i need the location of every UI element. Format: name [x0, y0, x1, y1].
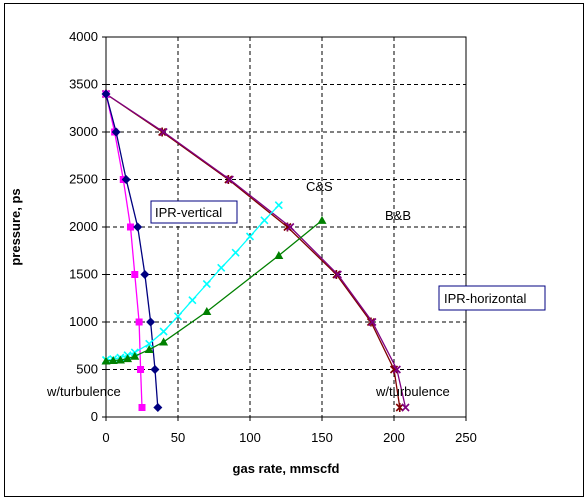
- annotation-turbulence-left: w/turbulence: [46, 384, 121, 399]
- x-marker: [188, 296, 197, 305]
- diamond-marker: [133, 222, 143, 232]
- series-0: [101, 89, 404, 412]
- square-marker: [131, 271, 139, 278]
- annotation-ipr-horizontal: IPR-horizontal: [444, 291, 526, 306]
- triangle-marker: [159, 337, 169, 346]
- y-axis-title: pressure, ps: [8, 188, 23, 265]
- annotation-turbulence-right: w/turbulence: [375, 384, 450, 399]
- series-line: [105, 93, 143, 408]
- x-marker: [286, 222, 295, 232]
- series-5: [101, 215, 327, 365]
- x-marker: [333, 270, 342, 279]
- diamond-marker: [150, 365, 160, 374]
- x-marker: [392, 365, 401, 374]
- annotation-bb: B&B: [385, 208, 411, 223]
- x-marker: [231, 248, 240, 257]
- series-1: [101, 89, 410, 412]
- x-marker: [225, 175, 234, 184]
- square-marker: [135, 318, 143, 326]
- x-axis-title: gas rate, mmscfd: [233, 461, 340, 476]
- y-tick-label: 3500: [69, 77, 98, 92]
- y-tick-label: 2000: [69, 219, 98, 234]
- square-marker: [137, 366, 145, 373]
- y-tick-label: 1500: [69, 267, 98, 282]
- tick-layer: 0 500 1000 1500 2000 2500 3000 3500 4000 0 50 100 15…: [69, 29, 477, 445]
- series-layer: [101, 89, 410, 412]
- x-marker: [202, 279, 211, 289]
- triangle-marker: [317, 215, 327, 224]
- series-line: [105, 219, 323, 362]
- diamond-marker: [121, 175, 131, 184]
- triangle-marker: [115, 355, 125, 364]
- chart-frame: 0 500 1000 1500 2000 2500 3000 3500 4000 0 50 100 15…: [4, 3, 584, 497]
- triangle-marker: [101, 356, 111, 365]
- x-marker: [217, 263, 226, 272]
- x-tick-label: 150: [311, 430, 333, 445]
- diamond-marker: [140, 270, 150, 279]
- grid-layer: [106, 37, 466, 417]
- diamond-marker: [153, 403, 163, 412]
- x-tick-label: 250: [455, 430, 477, 445]
- series-line: [105, 93, 159, 408]
- x-tick-label: 0: [102, 430, 109, 445]
- diamond-marker: [111, 127, 121, 137]
- triangle-marker: [202, 307, 212, 316]
- triangle-marker: [123, 354, 133, 363]
- series-line: [105, 93, 401, 408]
- y-tick-label: 1000: [69, 314, 98, 329]
- chart-svg: 0 500 1000 1500 2000 2500 3000 3500 4000 0 50 100 15…: [8, 29, 546, 476]
- annotation-cs: C&S: [306, 179, 333, 194]
- ipr-horizontal-box: [438, 285, 546, 311]
- diamond-marker: [146, 317, 156, 327]
- series-3: [101, 89, 163, 412]
- triangle-marker: [108, 355, 118, 364]
- x-marker: [159, 327, 168, 336]
- triangle-marker: [274, 251, 284, 259]
- x-tick-label: 200: [383, 430, 405, 445]
- x-marker: [159, 127, 168, 137]
- y-tick-label: 4000: [69, 29, 98, 44]
- square-marker: [138, 404, 146, 411]
- series-line: [105, 93, 407, 408]
- y-tick-label: 3000: [69, 124, 98, 139]
- x-marker: [173, 312, 183, 321]
- x-marker: [274, 201, 283, 210]
- plot-area: [105, 36, 467, 418]
- triangle-marker: [130, 351, 140, 360]
- ipr-vertical-box: [150, 200, 238, 224]
- x-marker: [368, 317, 377, 327]
- annotation-layer: IPR-vertical IPR-horizontal C&S B&B w/tu…: [46, 179, 546, 399]
- x-marker: [401, 403, 410, 412]
- y-tick-label: 500: [76, 362, 98, 377]
- annotation-ipr-vertical: IPR-vertical: [155, 205, 222, 220]
- square-marker: [126, 223, 134, 231]
- y-tick-label: 2500: [69, 172, 98, 187]
- diamond-marker: [101, 89, 111, 99]
- x-tick-label: 50: [171, 430, 185, 445]
- x-marker: [145, 339, 154, 348]
- x-marker: [245, 232, 255, 241]
- x-tick-label: 100: [239, 430, 261, 445]
- y-tick-label: 0: [91, 409, 98, 424]
- triangle-marker: [144, 345, 154, 354]
- x-marker: [260, 216, 269, 225]
